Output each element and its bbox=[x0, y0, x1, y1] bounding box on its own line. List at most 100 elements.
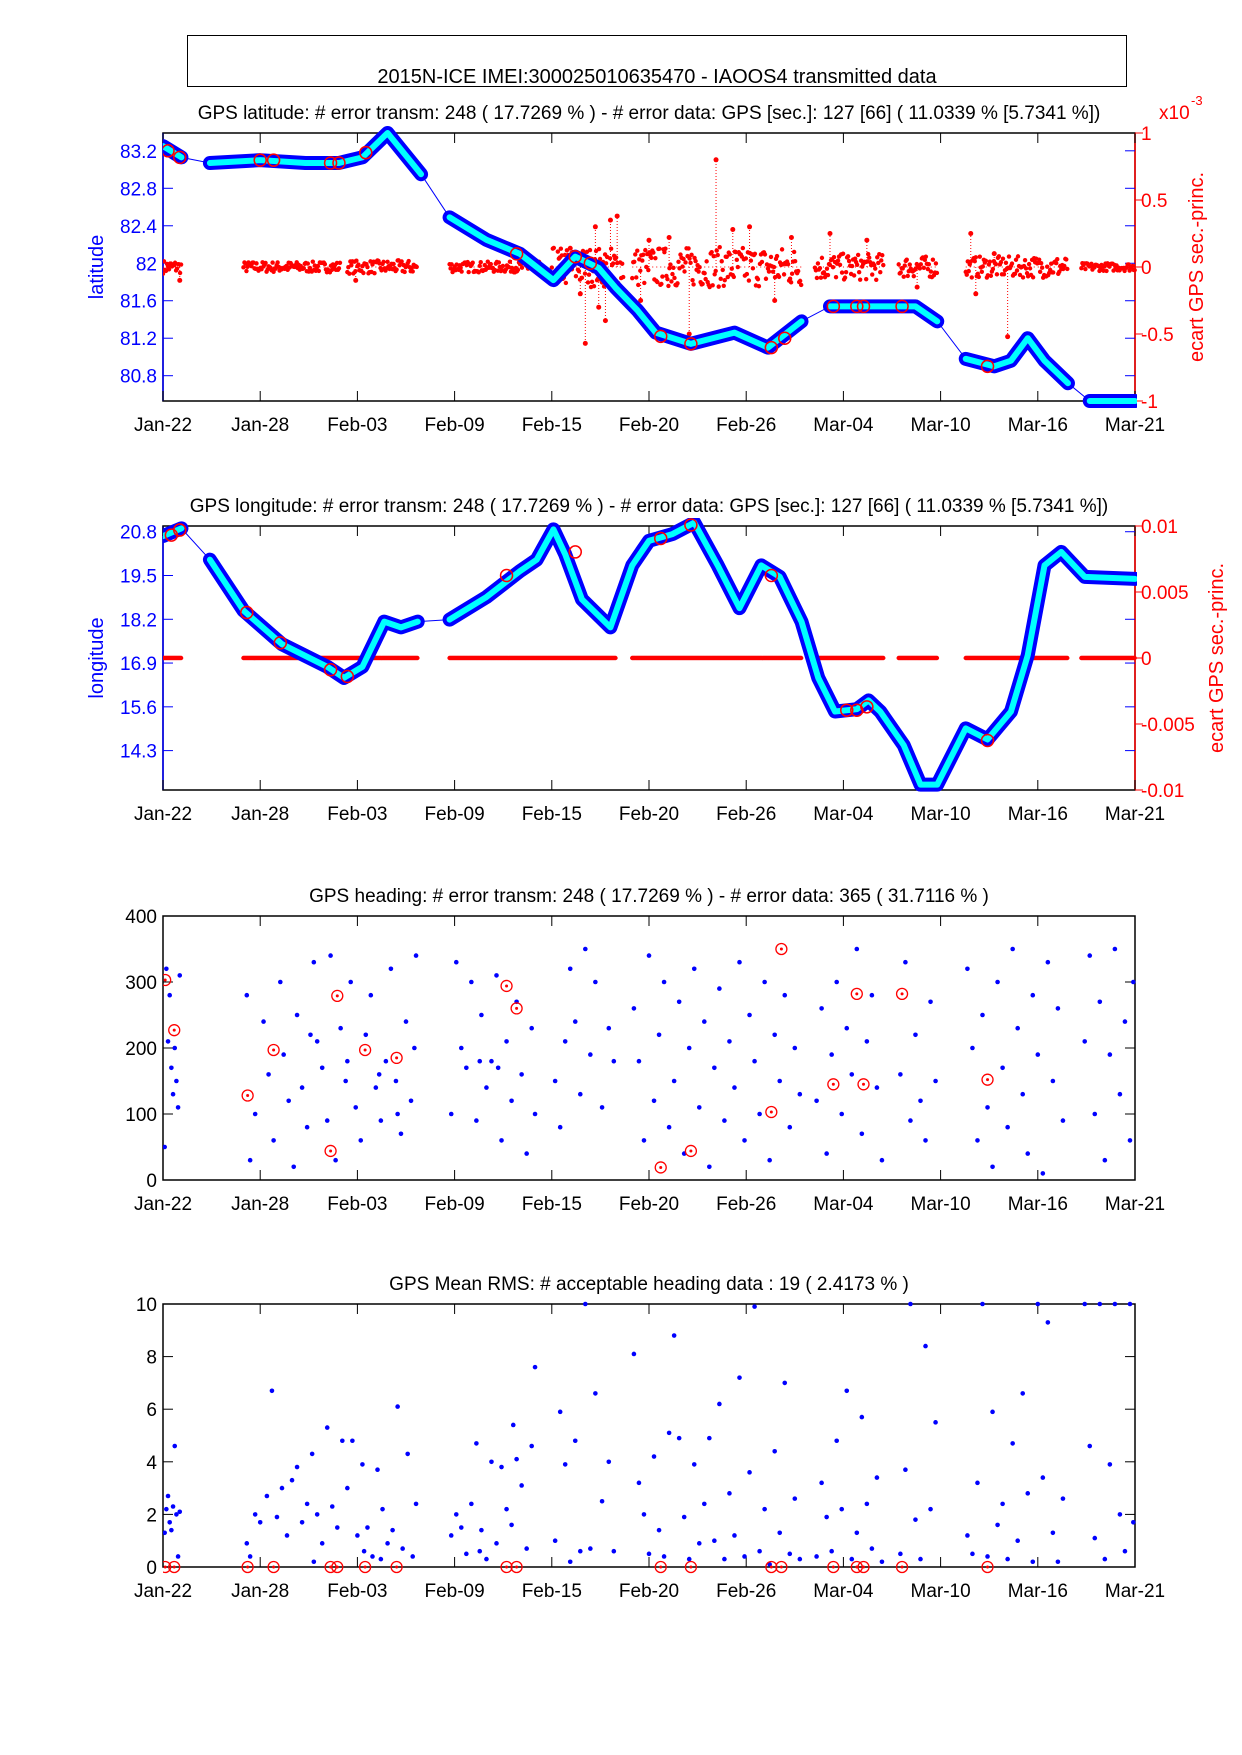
data-point bbox=[819, 1480, 824, 1486]
diff-point bbox=[744, 271, 750, 277]
error-circle bbox=[266, 153, 281, 167]
data-point bbox=[782, 992, 788, 998]
diff-outlier-point bbox=[638, 298, 644, 303]
data-point bbox=[299, 1085, 305, 1090]
data-point bbox=[499, 1138, 504, 1143]
diff-point bbox=[515, 267, 521, 273]
x-tick-label: Mar-10 bbox=[911, 415, 971, 436]
x-tick-label: Jan-22 bbox=[134, 804, 192, 825]
data-point bbox=[345, 1058, 350, 1064]
diff-point bbox=[1130, 263, 1135, 269]
data-point bbox=[378, 1118, 384, 1123]
diff-point bbox=[1054, 260, 1059, 266]
data-point bbox=[767, 1562, 772, 1567]
data-point bbox=[824, 1151, 829, 1156]
data-point bbox=[174, 1512, 179, 1517]
data-point bbox=[933, 1078, 938, 1084]
acceptable-point bbox=[855, 1565, 859, 1569]
data-point bbox=[1107, 1052, 1113, 1057]
diff-point bbox=[672, 275, 677, 281]
data-point bbox=[707, 1435, 712, 1441]
diff-outlier-point bbox=[602, 318, 608, 324]
diff-point bbox=[646, 267, 651, 273]
data-point bbox=[879, 1157, 885, 1163]
error-circle bbox=[359, 145, 373, 160]
acceptable-point bbox=[862, 1082, 866, 1086]
diff-point bbox=[477, 263, 482, 269]
plot-2: GPS longitude: # error transm: 248 ( 17.… bbox=[86, 496, 1228, 825]
data-point bbox=[163, 1144, 167, 1150]
diff-point bbox=[613, 255, 619, 260]
diff-point bbox=[724, 254, 729, 259]
x-tick-label: Feb-03 bbox=[327, 415, 387, 436]
data-point bbox=[722, 1556, 727, 1562]
data-point bbox=[413, 953, 419, 958]
y-tick-label: 100 bbox=[125, 1105, 157, 1126]
diff-point bbox=[275, 260, 280, 265]
diff-point bbox=[381, 259, 386, 265]
diff-point bbox=[721, 283, 726, 288]
data-point bbox=[824, 1514, 829, 1520]
y-tick-label: 80.8 bbox=[120, 367, 157, 388]
data-point bbox=[177, 1509, 183, 1515]
diff-point bbox=[795, 268, 801, 274]
data-point bbox=[646, 1551, 652, 1557]
acceptable-point bbox=[986, 1565, 990, 1569]
data-point bbox=[762, 979, 767, 985]
acceptable-point bbox=[363, 1048, 367, 1052]
data-point bbox=[691, 966, 697, 972]
acceptable-point bbox=[505, 984, 509, 988]
plot-title: GPS longitude: # error transm: 248 ( 17.… bbox=[190, 496, 1108, 517]
diff-point bbox=[1014, 268, 1020, 273]
acceptable-point-circle bbox=[241, 1560, 254, 1574]
data-point bbox=[167, 992, 173, 998]
diff-point bbox=[682, 269, 687, 274]
diff-point bbox=[1020, 275, 1026, 280]
x-tick-label: Jan-28 bbox=[231, 1194, 289, 1215]
data-point bbox=[1097, 1301, 1103, 1307]
data-point bbox=[395, 1404, 400, 1409]
diff-point bbox=[1038, 261, 1044, 266]
plot-area bbox=[163, 126, 1137, 408]
data-point bbox=[334, 1525, 340, 1530]
diff-point bbox=[316, 268, 322, 274]
data-point bbox=[350, 1438, 355, 1444]
right-axis-exponent-power: -3 bbox=[1191, 93, 1203, 108]
data-point bbox=[532, 1364, 538, 1370]
data-point bbox=[1030, 992, 1036, 998]
data-point bbox=[477, 1058, 483, 1064]
x-tick-label: Jan-28 bbox=[231, 415, 289, 436]
data-point bbox=[874, 1475, 880, 1480]
acceptable-point bbox=[163, 978, 167, 982]
acceptable-point bbox=[335, 994, 339, 998]
diff-point bbox=[666, 283, 671, 289]
diff-point bbox=[691, 282, 696, 287]
y-tick-label: 6 bbox=[146, 1400, 157, 1421]
data-point bbox=[304, 1501, 310, 1507]
acceptable-point-circle bbox=[850, 987, 863, 1001]
data-point bbox=[448, 1533, 454, 1538]
diff-point bbox=[589, 279, 595, 285]
data-point bbox=[636, 1058, 642, 1064]
acceptable-point bbox=[246, 1094, 250, 1098]
data-point bbox=[985, 1105, 990, 1110]
data-point bbox=[1055, 1559, 1061, 1565]
error-circle bbox=[653, 329, 668, 344]
x-tick-label: Feb-20 bbox=[619, 804, 679, 825]
diff-point bbox=[391, 261, 396, 267]
diff-outlier-point bbox=[596, 304, 602, 310]
data-point bbox=[1040, 1475, 1046, 1480]
right-y-tick-label: -0.01 bbox=[1141, 781, 1184, 802]
diff-point bbox=[792, 259, 798, 264]
error-circle bbox=[568, 545, 583, 559]
data-point bbox=[1107, 1462, 1113, 1467]
data-point bbox=[376, 1072, 382, 1077]
data-point bbox=[175, 1554, 181, 1559]
data-point bbox=[338, 1025, 343, 1031]
data-point bbox=[757, 1548, 762, 1554]
data-point bbox=[172, 1443, 178, 1449]
diff-point bbox=[244, 268, 249, 274]
data-point bbox=[588, 1052, 593, 1057]
diff-point bbox=[980, 264, 986, 269]
